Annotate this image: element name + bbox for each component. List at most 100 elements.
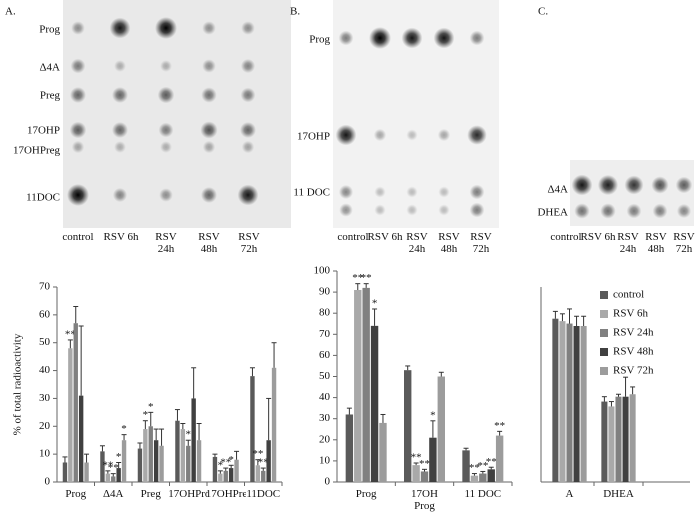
significance-label: ** bbox=[494, 420, 505, 432]
bar bbox=[175, 420, 180, 482]
lane-label: RSV 72h bbox=[673, 231, 695, 255]
lane-label: RSV 6h bbox=[103, 231, 139, 243]
tlc-spot bbox=[237, 184, 259, 206]
x-tick-label: 11 DOC bbox=[465, 488, 502, 500]
tlc-spot bbox=[335, 124, 357, 146]
lane-label: RSV 48h bbox=[645, 231, 667, 255]
bar bbox=[370, 325, 379, 482]
bar bbox=[266, 440, 271, 482]
tlc-spot bbox=[70, 87, 86, 103]
x-tick-label: A bbox=[565, 488, 574, 500]
tlc-spot bbox=[202, 59, 216, 73]
tlc-spot bbox=[338, 184, 354, 200]
y-tick-label: 60 bbox=[39, 308, 51, 320]
tlc-spot bbox=[109, 17, 131, 39]
bar bbox=[479, 473, 487, 482]
lane-label: RSV 72h bbox=[470, 231, 492, 255]
bar bbox=[566, 323, 573, 482]
bar bbox=[143, 429, 148, 482]
significance-label: ** bbox=[361, 272, 372, 284]
lane-label: RSV 6h bbox=[367, 231, 403, 243]
lane-label: control bbox=[62, 231, 94, 243]
tlc-spot bbox=[437, 128, 451, 142]
tlc-spot bbox=[626, 203, 642, 219]
significance-label: * bbox=[430, 409, 436, 421]
tlc-spot bbox=[469, 184, 485, 200]
x-tick-label: 17OHPreg bbox=[205, 488, 246, 500]
lane-label: control bbox=[550, 231, 582, 243]
tlc-spot bbox=[406, 129, 418, 141]
x-tick-label: Δ4A bbox=[102, 488, 124, 500]
tlc-spot bbox=[160, 60, 172, 72]
tlc-spot bbox=[201, 87, 217, 103]
tlc-spot bbox=[651, 176, 669, 194]
tlc-spot bbox=[112, 122, 128, 138]
bar bbox=[137, 448, 143, 482]
tlc-spot bbox=[374, 204, 386, 216]
bar bbox=[379, 422, 387, 482]
lane-label: RSV 48h bbox=[438, 231, 459, 255]
bar bbox=[608, 406, 615, 482]
row-label: 17OHPreg bbox=[13, 145, 61, 157]
significance-label: * bbox=[121, 423, 127, 435]
bar bbox=[629, 394, 636, 482]
bar bbox=[495, 435, 504, 482]
tlc-spot bbox=[67, 184, 89, 206]
legend-label: control bbox=[613, 289, 644, 301]
tlc-spot bbox=[406, 204, 418, 216]
row-label: Prog bbox=[39, 24, 60, 36]
tlc-spot bbox=[624, 175, 644, 195]
bar bbox=[159, 445, 164, 482]
significance-label: ** bbox=[102, 459, 113, 471]
tlc-spot bbox=[467, 125, 487, 145]
significance-label: * bbox=[218, 459, 224, 471]
significance-label: ** bbox=[419, 458, 430, 470]
y-tick-label: 10 bbox=[39, 448, 51, 460]
tlc-spot bbox=[114, 60, 126, 72]
legend-label: RSV 48h bbox=[613, 346, 654, 358]
row-label: 11 DOC bbox=[293, 187, 330, 199]
y-axis-label: % of total radioactivity bbox=[12, 333, 24, 435]
bar bbox=[84, 462, 89, 482]
significance-label: ** bbox=[477, 460, 488, 472]
lane-label: control bbox=[550, 231, 582, 243]
tlc-spot bbox=[438, 186, 450, 198]
x-tick-label: DHEA bbox=[603, 488, 634, 500]
bar bbox=[105, 473, 111, 482]
lane-label: RSV 24h bbox=[406, 231, 428, 255]
y-tick-label: 40 bbox=[39, 364, 51, 376]
tlc-spot bbox=[438, 204, 450, 216]
tlc-spot bbox=[240, 122, 256, 138]
tlc-spot bbox=[600, 203, 616, 219]
y-tick-label: 30 bbox=[319, 412, 331, 424]
x-tick-label: DHEA bbox=[603, 488, 634, 500]
y-tick-label: 70 bbox=[319, 328, 331, 340]
tlc-spot bbox=[158, 122, 174, 138]
lane-label: RSV 48h bbox=[198, 231, 219, 255]
row-label: Δ4A bbox=[39, 62, 60, 74]
x-tick-label: 17OH Prog bbox=[411, 488, 438, 512]
bar bbox=[437, 376, 445, 482]
x-tick-label: Preg bbox=[140, 488, 161, 500]
x-tick-label: 11DOC bbox=[246, 488, 281, 500]
tlc-spot bbox=[69, 121, 87, 139]
significance-label: ** bbox=[65, 328, 76, 340]
row-label: 11DOC bbox=[26, 192, 60, 204]
bar bbox=[148, 426, 153, 482]
y-tick-label: 20 bbox=[319, 433, 331, 445]
x-tick-label: 17OH Prog bbox=[411, 488, 438, 512]
tlc-spot bbox=[71, 21, 85, 35]
x-tick-label: Δ4A bbox=[102, 488, 124, 500]
lane-label: RSV 24h bbox=[155, 231, 177, 255]
lane-label: RSV 6h bbox=[367, 231, 403, 243]
tlc-spot bbox=[373, 128, 387, 142]
x-tick-label: 17OHPreg bbox=[205, 488, 246, 500]
legend-swatch bbox=[600, 291, 608, 299]
y-tick-label: 80 bbox=[319, 307, 331, 319]
tlc-spot bbox=[597, 174, 619, 196]
tlc-spot bbox=[240, 58, 256, 74]
tlc-spot bbox=[112, 87, 128, 103]
bar bbox=[345, 414, 354, 482]
lane-label: RSV 72h bbox=[673, 231, 695, 255]
